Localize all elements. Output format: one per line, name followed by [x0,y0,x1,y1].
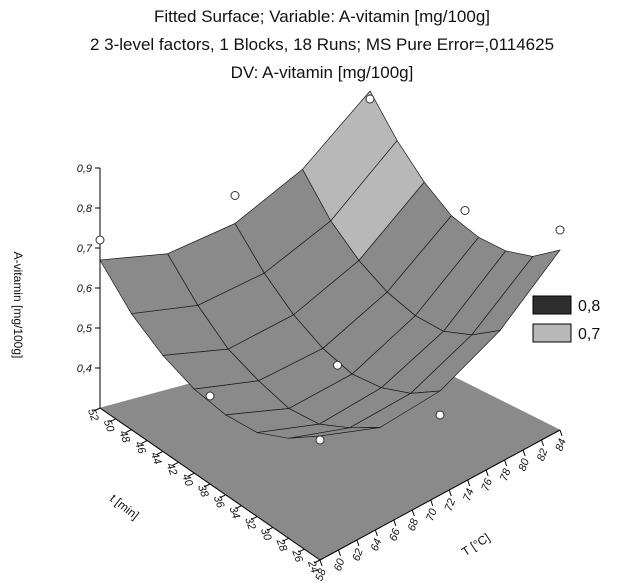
y-tick-label: 58 [313,566,329,582]
y-tick [522,449,526,457]
data-point [365,94,375,104]
z-tick-label: 0,5 [77,323,93,335]
x-tick [172,461,179,466]
y-tick [337,549,341,557]
z-tick-label: 0,6 [77,283,93,295]
x-tick [188,472,195,477]
z-tick-label: 0,9 [77,163,92,175]
y-tick [485,469,489,477]
x-tick [156,450,164,455]
x-tick-label: 40 [179,472,195,488]
y-tick-label: 64 [369,537,384,553]
y-tick-label: 72 [443,497,458,513]
y-tick-label: 74 [461,487,476,503]
legend-swatch [532,323,572,343]
y-tick [559,429,563,437]
legend-label: 0,8 [578,298,600,315]
x-axis-label: t [min] [107,491,141,522]
y-axis-line [319,429,561,561]
x-tick-label: 50 [101,418,117,434]
x-tick [203,483,211,488]
z-tick-label: 0,8 [77,203,93,215]
dv-label: DV: A-vitamin [mg/100g] [231,63,414,82]
data-point [460,206,470,215]
x-tick [282,537,289,542]
y-tick-label: 78 [498,466,514,482]
chart-subtitle: 2 3-level factors, 1 Blocks, 18 Runs; MS… [90,35,554,54]
x-tick [313,559,321,564]
legend-label: 0,7 [578,326,600,343]
surface-patch [288,427,381,439]
x-tick-label: 42 [164,461,179,477]
y-tick-label: 82 [535,447,550,463]
y-tick-label: 66 [387,526,403,542]
x-tick-label: 34 [227,505,242,521]
x-tick [235,505,242,510]
x-tick [266,526,274,531]
data-point [205,391,215,401]
data-point [555,225,565,235]
x-tick-label: 30 [258,527,274,543]
y-tick [430,499,434,507]
y-tick [504,459,508,467]
x-tick [219,494,226,499]
x-tick-label: 52 [85,407,100,423]
y-tick-label: 60 [332,556,348,572]
y-tick-label: 80 [517,456,533,472]
x-tick-label: 38 [195,483,211,499]
x-tick [140,440,148,445]
x-tick-label: 28 [273,537,289,554]
legend-swatch [532,295,572,315]
chart-title: Fitted Surface; Variable: A-vitamin [mg/… [154,7,490,26]
y-axis-label: T [°C] [459,530,492,558]
x-tick-label: 46 [132,440,148,456]
y-tick [448,489,452,497]
x-tick-label: 48 [117,429,133,445]
y-tick-label: 62 [350,547,365,563]
data-point [230,191,240,200]
y-tick-label: 68 [406,516,422,532]
x-tick [109,418,116,423]
data-point [435,410,445,420]
y-tick-label: 84 [553,437,568,453]
z-tick-label: 0,4 [77,363,92,375]
data-point [95,235,105,245]
x-tick [250,516,258,521]
y-tick [541,439,545,447]
x-tick-label: 44 [148,451,163,467]
x-tick [298,548,305,553]
y-tick [411,509,415,517]
y-tick-label: 70 [424,506,440,522]
y-tick [467,479,471,487]
z-axis-label: A-vitamin [mg/100g] [11,252,25,359]
x-tick [125,429,132,434]
x-tick-label: 36 [211,494,227,510]
x-tick-label: 24 [305,558,321,575]
z-tick-label: 0,7 [77,243,93,255]
x-tick-label: 26 [289,547,305,564]
y-tick-label: 76 [480,476,496,492]
x-tick [93,407,101,412]
x-tick-label: 32 [242,516,257,532]
y-tick [319,559,323,567]
data-point [333,360,342,370]
y-tick [393,519,397,527]
y-tick [356,539,360,547]
data-point [315,435,325,445]
y-tick [374,529,378,537]
